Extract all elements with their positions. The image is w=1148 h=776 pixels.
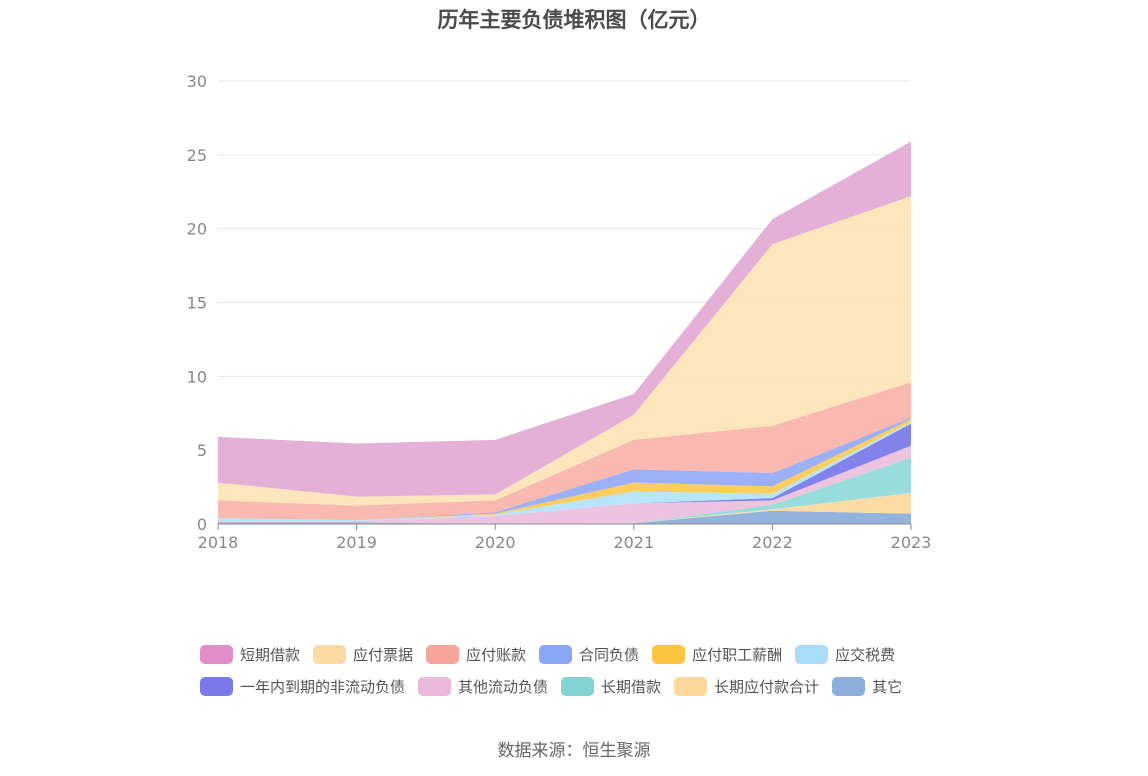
legend-swatch: [795, 644, 829, 664]
area-series-其它: [218, 510, 911, 524]
legend-item[interactable]: 一年内到期的非流动负债: [200, 676, 405, 697]
area-series-应付账款: [218, 382, 911, 521]
area-series-layer: [218, 141, 911, 524]
legend-swatch: [674, 676, 708, 696]
legend-item[interactable]: 其它: [832, 676, 902, 697]
legend-item[interactable]: 应交税费: [795, 644, 895, 665]
x-tick-label: 2022: [752, 533, 793, 552]
y-tick-label: 15: [187, 294, 207, 313]
legend-item[interactable]: 合同负债: [539, 644, 639, 665]
legend-label: 其他流动负债: [458, 677, 549, 696]
chart-title: 历年主要负债堆积图（亿元）: [437, 8, 711, 32]
area-series-应交税费: [218, 422, 911, 522]
y-tick-label: 20: [187, 220, 207, 239]
legend-swatch: [200, 676, 233, 696]
legend-label: 长期借款: [601, 677, 662, 696]
legend-label: 应交税费: [835, 645, 896, 664]
legend-swatch: [200, 644, 233, 664]
legend-label: 应付账款: [466, 645, 527, 664]
legend-label: 合同负债: [579, 645, 640, 664]
area-series-应付职工薪酬: [218, 419, 911, 521]
legend-item[interactable]: 长期借款: [561, 676, 661, 697]
area-series-短期借款: [218, 141, 911, 497]
y-tick-label: 0: [197, 515, 207, 534]
y-tick-label: 5: [197, 441, 207, 460]
legend-row: 短期借款 应付票据 应付账款 合同负债 应付职工薪酬 应交税费: [200, 638, 960, 670]
legend-label: 长期应付款合计: [714, 677, 820, 696]
legend-swatch: [652, 644, 686, 664]
x-tick-label: 2018: [198, 533, 239, 552]
legend-label: 短期借款: [240, 645, 301, 664]
legend-label: 应付职工薪酬: [692, 645, 783, 664]
x-tick-label: 2019: [336, 533, 377, 552]
legend-swatch: [832, 676, 866, 696]
area-series-其他流动负债: [218, 445, 911, 524]
y-tick-label: 25: [187, 146, 207, 165]
x-tick-label: 2021: [613, 533, 654, 552]
axes: 0 5 10 15 20 25 30 2018 2019 2020 2021 2022 2023: [187, 72, 932, 552]
legend-label: 一年内到期的非流动负债: [240, 677, 406, 696]
legend-row: 一年内到期的非流动负债 其他流动负债 长期借款 长期应付款合计 其它: [200, 670, 960, 702]
legend-item[interactable]: 长期应付款合计: [674, 676, 819, 697]
legend-label: 应付票据: [353, 645, 414, 664]
legend-item[interactable]: 其他流动负债: [418, 676, 548, 697]
x-tick-label: 2020: [475, 533, 516, 552]
legend-item[interactable]: 应付账款: [426, 644, 526, 665]
y-tick-label: 10: [187, 367, 207, 386]
legend-swatch: [418, 676, 452, 696]
chart-legend: 短期借款 应付票据 应付账款 合同负债 应付职工薪酬 应交税费一年内到期的非流动负债 其他流…: [200, 638, 960, 702]
data-source-note: 数据来源：恒生聚源: [497, 741, 651, 761]
legend-swatch: [313, 644, 347, 664]
x-tick-label: 2023: [891, 533, 932, 552]
legend-swatch: [561, 676, 595, 696]
area-series-应付票据: [218, 196, 911, 506]
legend-item[interactable]: 短期借款: [200, 644, 300, 665]
y-tick-label: 30: [187, 72, 207, 91]
legend-swatch: [539, 644, 573, 664]
legend-item[interactable]: 应付票据: [313, 644, 413, 665]
legend-item[interactable]: 应付职工薪酬: [652, 644, 782, 665]
legend-label: 其它: [872, 677, 903, 696]
legend-swatch: [426, 644, 460, 664]
